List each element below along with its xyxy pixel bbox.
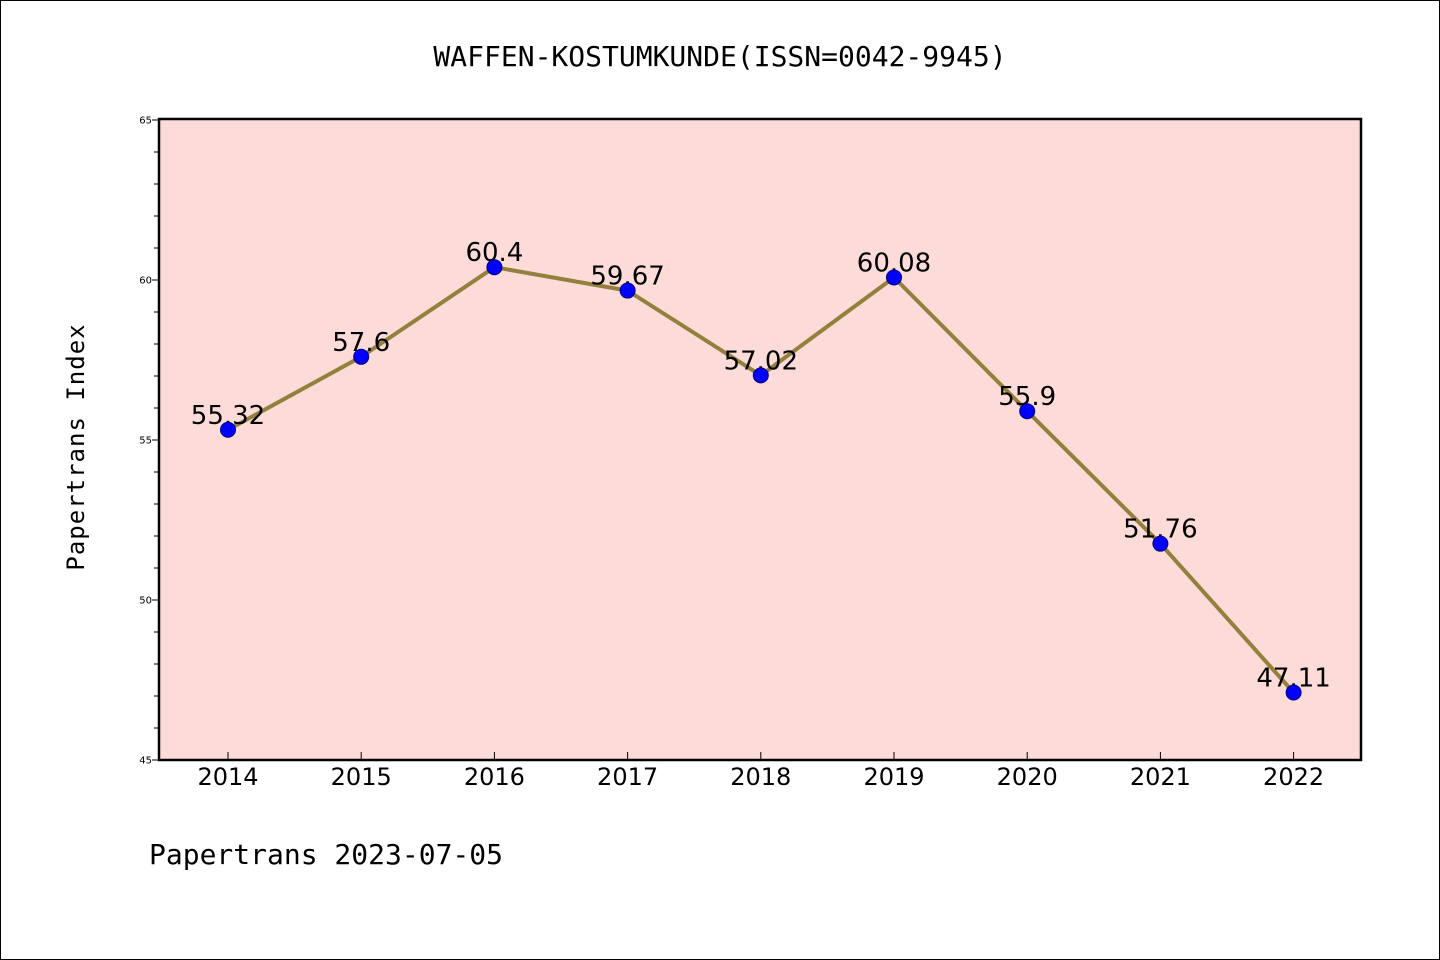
data-point-marker xyxy=(752,367,769,384)
x-tick-label: 2021 xyxy=(1130,763,1191,791)
y-tick-label: 55 xyxy=(139,436,152,447)
footer-source-date: Papertrans 2023-07-05 xyxy=(149,838,503,871)
data-point-marker xyxy=(886,269,902,286)
data-point-marker xyxy=(353,348,370,365)
y-axis-label: Papertrans Index xyxy=(62,323,90,570)
x-tick-label: 2017 xyxy=(597,763,658,791)
data-point-markers xyxy=(220,259,1302,701)
plot-border xyxy=(157,117,1363,762)
data-point-marker xyxy=(220,421,236,438)
x-axis-tick-labels: 2014 2015 2016 2017 2018 2019 2020 2021 2022 xyxy=(197,763,1324,791)
data-point-marker xyxy=(1285,684,1302,701)
data-point-marker xyxy=(619,282,636,299)
chart-title: WAFFEN-KOSTUMKUNDE(ISSN=0042-9945) xyxy=(433,40,1006,73)
plot-area xyxy=(159,119,1361,760)
x-tick-label: 2015 xyxy=(331,763,392,791)
x-tick-label: 2016 xyxy=(464,763,525,791)
x-tick-label: 2019 xyxy=(863,763,924,791)
data-point-marker xyxy=(1019,403,1036,420)
y-tick-label: 50 xyxy=(139,596,152,607)
y-tick-label: 60 xyxy=(139,276,152,287)
data-point-marker xyxy=(1152,535,1169,552)
y-axis-tick-labels: 45 50 55 60 65 xyxy=(139,116,152,767)
x-tick-label: 2020 xyxy=(997,763,1058,791)
x-tick-label: 2018 xyxy=(730,763,791,791)
data-point-marker xyxy=(486,259,503,276)
x-tick-label: 2022 xyxy=(1263,763,1324,791)
y-tick-label: 45 xyxy=(139,756,152,767)
x-tick-label: 2014 xyxy=(197,763,258,791)
x-axis-ticks xyxy=(227,752,1295,760)
y-tick-label: 65 xyxy=(139,116,152,127)
